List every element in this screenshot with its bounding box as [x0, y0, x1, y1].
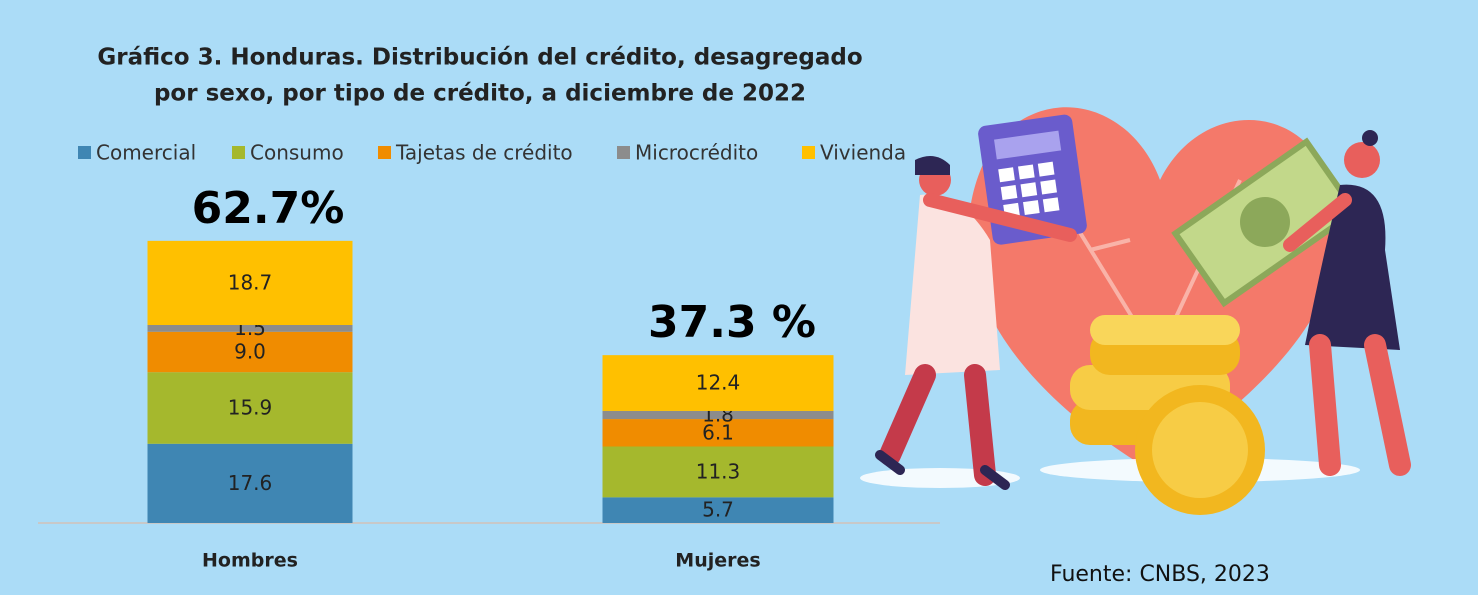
value-label: 9.0	[234, 340, 266, 364]
legend-swatch	[78, 146, 91, 159]
x-tick-label: Hombres	[202, 550, 298, 572]
value-label: 17.6	[228, 471, 273, 495]
legend-swatch	[802, 146, 815, 159]
bar-segment	[602, 419, 834, 447]
bar-segment	[147, 240, 353, 325]
chart-title: por sexo, por tipo de crédito, a diciemb…	[154, 81, 806, 107]
bar-segment	[147, 372, 353, 444]
total-annotation: 37.3 %	[648, 297, 816, 348]
bar-segment	[147, 443, 353, 523]
bar-segment	[602, 410, 834, 420]
value-label: 15.9	[228, 396, 273, 420]
bar-segment	[602, 497, 834, 523]
x-tick-label: Mujeres	[675, 550, 760, 572]
legend-swatch	[232, 146, 245, 159]
legend-swatch	[617, 146, 630, 159]
legend-label: Vivienda	[820, 141, 906, 165]
value-label: 18.7	[228, 270, 273, 294]
illustration	[860, 107, 1411, 515]
legend-label: Comercial	[96, 141, 196, 165]
bar-segment	[147, 325, 353, 332]
value-label: 12.4	[696, 371, 741, 395]
legend-label: Consumo	[250, 141, 344, 165]
legend-swatch	[378, 146, 391, 159]
bar-segment	[147, 331, 353, 373]
value-label: 5.7	[702, 498, 734, 522]
value-label: 6.1	[702, 420, 734, 444]
total-annotation: 62.7%	[192, 183, 345, 234]
bar-segment	[602, 355, 834, 411]
value-label: 11.3	[696, 459, 741, 483]
legend-label: Microcrédito	[635, 141, 758, 165]
bar-segment	[602, 446, 834, 498]
source: Fuente: CNBS, 2023	[1050, 562, 1270, 587]
chart-title: Gráfico 3. Honduras. Distribución del cr…	[97, 45, 862, 71]
legend-label: Tajetas de crédito	[395, 141, 573, 165]
